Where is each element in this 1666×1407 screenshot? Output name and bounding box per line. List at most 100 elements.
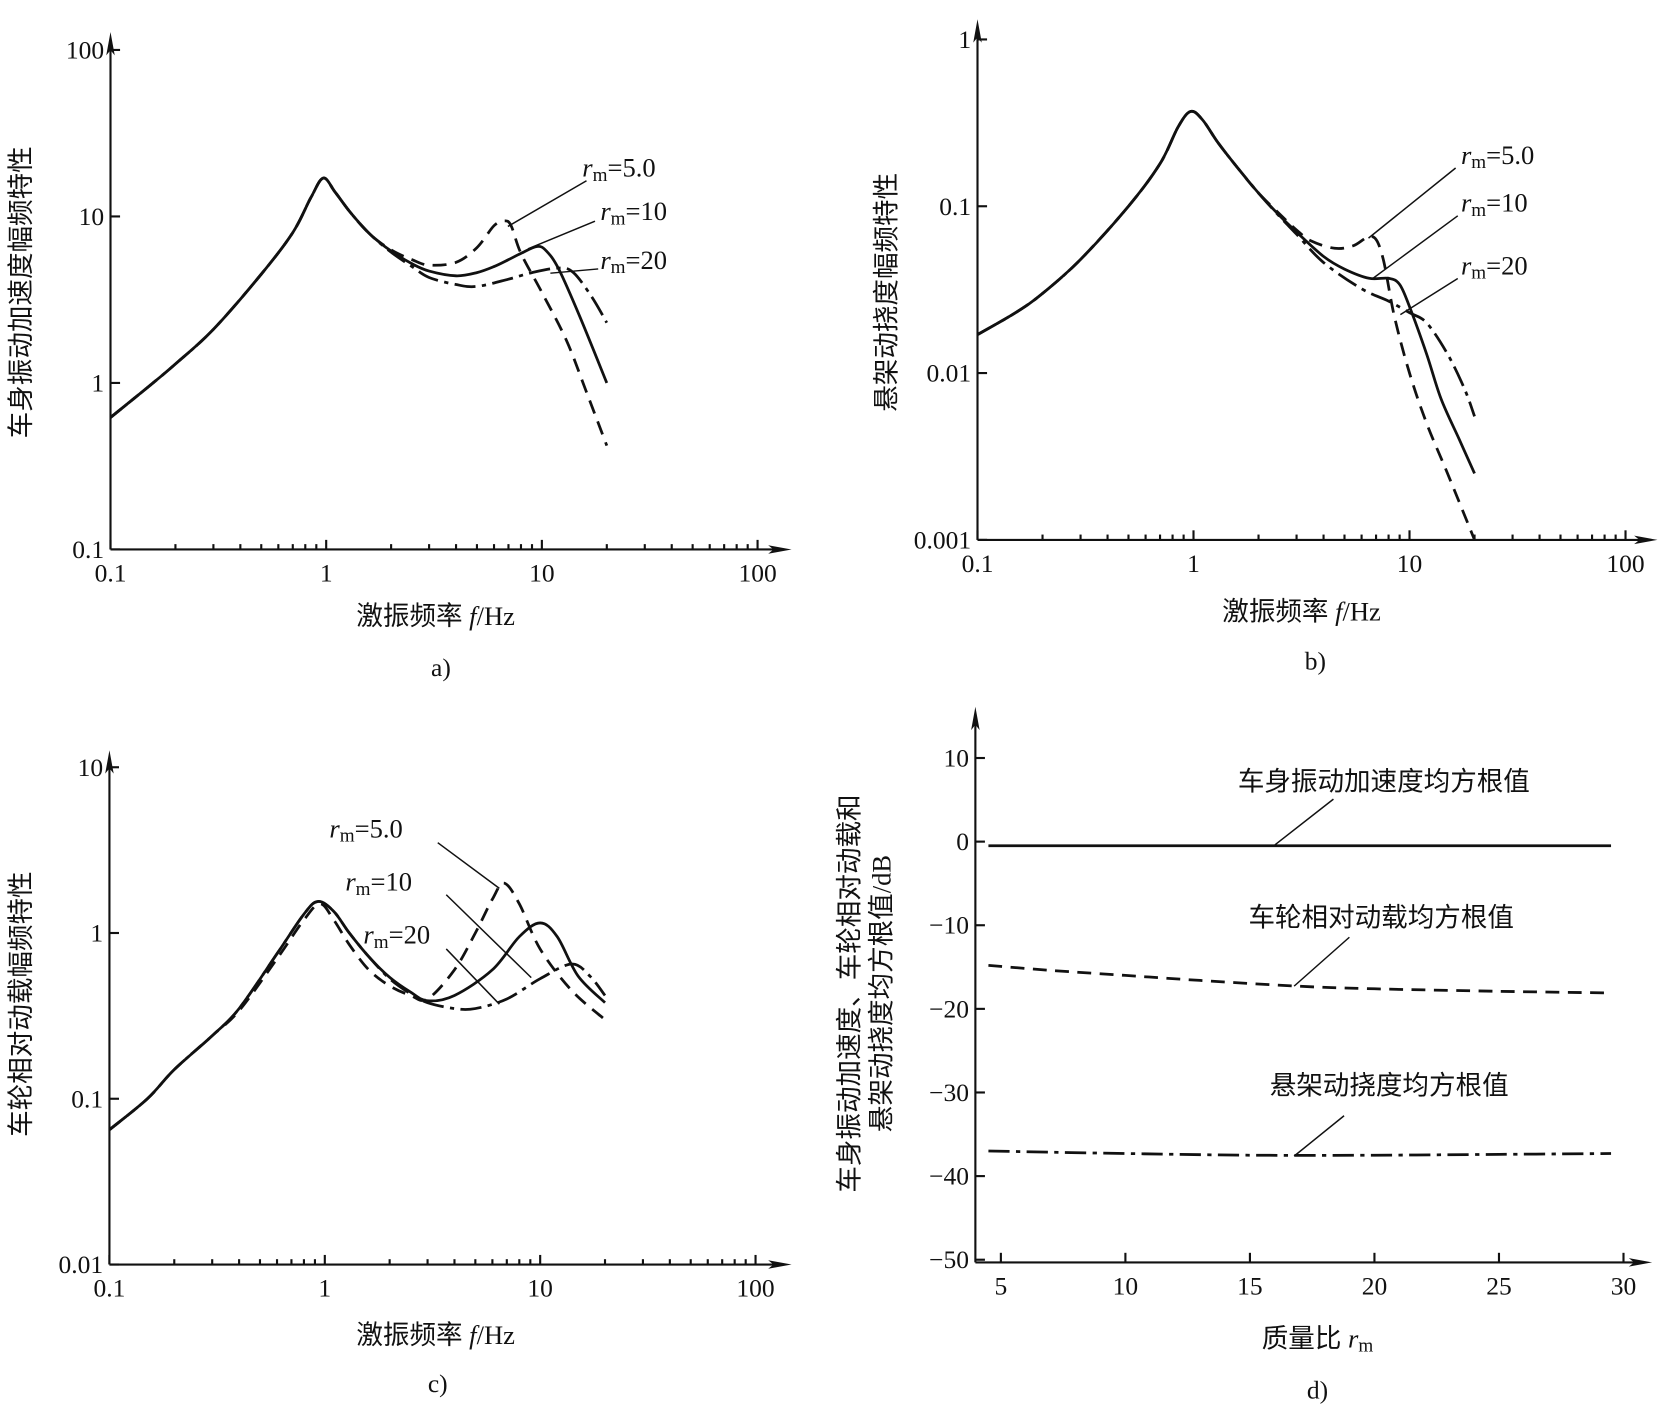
label-subscript: m (340, 826, 355, 847)
y-axis-title: 悬架动挠度幅频特性 (872, 173, 902, 412)
label-variable: r (345, 867, 356, 897)
annotation-leader-line (550, 268, 599, 274)
y-tick-label: −20 (929, 994, 969, 1023)
x-axis-title: 质量比 rm (1262, 1323, 1374, 1356)
y-tick-label: 0.1 (71, 1084, 103, 1113)
x-tick-label: 10 (529, 558, 555, 587)
x-title-variable: r (1348, 1323, 1359, 1353)
x-tick-label: 1 (320, 558, 333, 587)
label-variable: r (1461, 250, 1472, 280)
x-title-variable: f (469, 1320, 480, 1350)
annotation-leader-line (507, 180, 587, 228)
series-line-solid (976, 109, 1476, 475)
series-line-solid (108, 900, 606, 1131)
x-axis-title: 激振频率 f/Hz (356, 1320, 515, 1350)
y-tick-label: −10 (929, 911, 969, 940)
series-line-dashed (988, 964, 1612, 995)
x-axis-title: 激振频率 f/Hz (356, 601, 515, 631)
y-tick-label: 1 (91, 368, 104, 397)
x-title-text: 激振频率 (1222, 597, 1335, 627)
label-variable: r (329, 813, 340, 843)
label-subscript: m (1471, 263, 1486, 284)
series-annotation-label: rm=5.0 (582, 153, 655, 186)
annotation-leader-line (437, 842, 500, 889)
y-tick-label: 0.1 (939, 192, 971, 221)
label-variable: r (582, 153, 593, 183)
x-tick-label: 0.1 (95, 558, 127, 587)
series-line-solid (109, 176, 609, 419)
annotation-leader-line (1293, 936, 1350, 987)
panel-caption: c) (428, 1369, 448, 1398)
y-tick-label: 0.01 (927, 359, 972, 388)
x-axis-title: 激振频率 f/Hz (1222, 597, 1381, 627)
series-annotation-label: 悬架动挠度均方根值 (1270, 1071, 1509, 1101)
x-title-variable: f (469, 601, 480, 631)
panel-b-suspension-deflection-chart: 0.1 1 10 1000.0010.010.11rm=5.0rm=10rm=20激振… (872, 19, 1658, 676)
x-title-subscript: m (1358, 1336, 1373, 1357)
x-tick-label: 20 (1362, 1271, 1388, 1300)
series-annotation-label: rm=20 (600, 245, 667, 278)
x-tick-label: 15 (1237, 1271, 1263, 1300)
x-tick-label: 5 (995, 1271, 1008, 1300)
series-annotation-label: rm=5.0 (1461, 140, 1534, 173)
x-title-unit: /Hz (1343, 597, 1382, 627)
y-axis-title-line: 车身振动加速度、车轮相对动载和 (835, 794, 865, 1192)
y-tick-label: 0.1 (72, 535, 104, 564)
label-subscript: m (611, 208, 626, 229)
panel-caption: d) (1307, 1375, 1328, 1404)
y-tick-label: 0.001 (914, 525, 971, 554)
y-tick-label: −40 (929, 1162, 969, 1191)
label-variable: r (1461, 188, 1472, 218)
x-tick-label: 1 (318, 1273, 331, 1302)
label-value: =10 (1486, 188, 1528, 218)
y-tick-label: 100 (66, 35, 104, 64)
label-value: =10 (371, 867, 413, 897)
label-subscript: m (356, 879, 371, 900)
series-line-dashdot (109, 176, 608, 419)
series-annotation-label: rm=20 (1461, 250, 1528, 283)
series-annotation-label: rm=10 (1461, 188, 1528, 221)
y-axis-title: 车身振动加速度幅频特性 (6, 146, 36, 438)
x-title-text: 激振频率 (356, 1320, 469, 1350)
x-tick-label: 10 (527, 1273, 553, 1302)
y-axis-title: 车轮相对动载幅频特性 (6, 871, 36, 1136)
annotation-leader-line (1372, 215, 1459, 280)
x-tick-label: 1 (1187, 549, 1200, 578)
x-tick-label: 25 (1486, 1271, 1512, 1300)
panel-d-rms-vs-mass-ratio-chart: 5 10 15 20 25 30 10 0 −10 −20 −30 −40 −50 车身振动加速度均方根值… (835, 706, 1653, 1404)
x-tick-label: 0.1 (962, 549, 994, 578)
annotation-leader-line (1293, 1115, 1345, 1157)
label-value: =5.0 (1486, 140, 1534, 170)
label-variable: r (1461, 140, 1472, 170)
label-variable: r (363, 920, 374, 950)
x-tick-label: 100 (736, 1273, 774, 1302)
y-tick-label: 10 (79, 202, 105, 231)
x-title-unit: /Hz (477, 601, 516, 631)
x-title-unit: /Hz (477, 1320, 516, 1350)
y-tick-label: −50 (929, 1245, 969, 1274)
x-axis-arrow (1628, 1258, 1653, 1267)
label-subscript: m (1471, 152, 1486, 173)
x-tick-label: 0.1 (94, 1273, 126, 1302)
series-annotation-label: rm=20 (363, 920, 430, 953)
series-annotation-label: rm=10 (345, 867, 412, 900)
series-line-dashdot (976, 109, 1476, 417)
series-line-dashed (109, 176, 609, 447)
annotation-leader-line (527, 220, 596, 250)
x-tick-label: 100 (1606, 549, 1644, 578)
annotation-leader-line (1274, 798, 1334, 846)
x-title-text: 质量比 (1262, 1323, 1348, 1353)
annotation-leader-line (1399, 277, 1459, 316)
series-line-dashed (108, 881, 606, 1131)
annotation-leader-line (1368, 167, 1457, 239)
x-axis-arrow (768, 545, 792, 554)
x-title-variable: f (1335, 597, 1346, 627)
y-tick-label: 1 (90, 919, 103, 948)
x-axis-arrow (768, 1260, 792, 1269)
label-value: =20 (389, 920, 431, 950)
x-axis-arrow (1634, 535, 1658, 545)
panel-caption: b) (1305, 647, 1326, 676)
y-tick-label: 0.01 (58, 1250, 103, 1279)
